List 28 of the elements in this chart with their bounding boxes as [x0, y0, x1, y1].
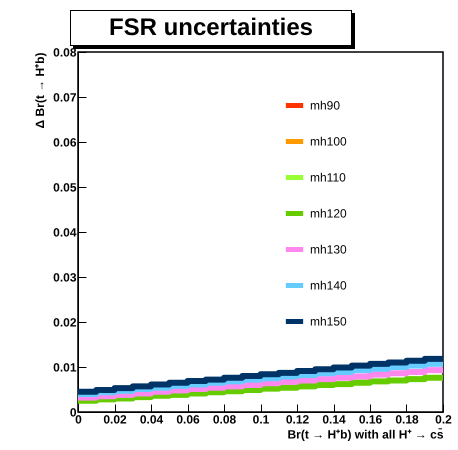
y-tick-label: 0.07 — [53, 90, 77, 104]
legend-label: mh90 — [310, 98, 340, 112]
x-axis-title: Br(t → H⁺b) with all H⁺ → cs̄ — [287, 428, 444, 442]
x-tick-label: 0.08 — [212, 412, 236, 426]
y-tick-label: 0.04 — [53, 226, 77, 240]
y-tick-label: 0.06 — [53, 136, 77, 150]
legend-label: mh130 — [310, 242, 348, 256]
y-tick-label: 0.01 — [53, 360, 77, 374]
legend-label: mh140 — [310, 278, 348, 292]
legend-label: mh150 — [310, 314, 348, 328]
x-tick-label: 0.14 — [322, 412, 346, 426]
chart-title: FSR uncertainties — [70, 10, 352, 46]
x-tick-label: 0.2 — [435, 412, 452, 426]
y-tick-label: 0.02 — [53, 316, 77, 330]
x-tick-label: 0.16 — [358, 412, 382, 426]
legend-label: mh120 — [310, 206, 348, 220]
y-axis-title: Δ Br(t → H⁺b) — [33, 52, 48, 128]
x-tick-label: 0.02 — [103, 412, 127, 426]
x-tick-label: 0.04 — [140, 412, 164, 426]
legend-label: mh110 — [310, 170, 346, 184]
x-tick-label: 0.18 — [395, 412, 419, 426]
y-tick-label: 0.03 — [53, 270, 77, 284]
y-tick-label: 0.08 — [53, 46, 77, 60]
x-tick-label: 0.06 — [176, 412, 200, 426]
x-tick-label: 0.1 — [252, 412, 270, 426]
y-tick-label: 0.05 — [53, 180, 77, 194]
x-tick-label: 0.12 — [286, 412, 310, 426]
legend-label: mh100 — [310, 134, 348, 148]
